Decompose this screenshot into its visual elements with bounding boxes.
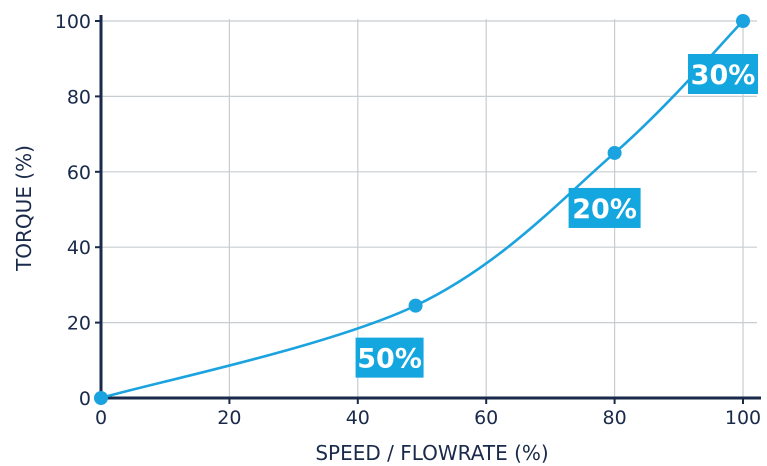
series-layer xyxy=(94,14,750,405)
badge-1: 20% xyxy=(568,187,641,228)
badge-2: 30% xyxy=(688,54,758,94)
x-tick-labels: 0 20 40 60 80 100 xyxy=(95,407,761,429)
x-tick-label-80: 80 xyxy=(603,407,627,429)
y-tick-label-80: 80 xyxy=(67,86,91,108)
data-point-3 xyxy=(736,14,750,28)
badge-box-1 xyxy=(568,187,641,228)
x-tick-label-0: 0 xyxy=(95,407,107,429)
y-tick-label-40: 40 xyxy=(67,237,91,259)
data-point-1 xyxy=(408,298,423,313)
axes xyxy=(95,15,761,404)
y-tick-label-20: 20 xyxy=(67,313,91,335)
x-tick-label-20: 20 xyxy=(217,407,241,429)
badge-0: 50% xyxy=(355,337,424,378)
y-tick-label-100: 100 xyxy=(55,11,91,33)
x-tick-label-60: 60 xyxy=(474,407,498,429)
badge-label-0: 50% xyxy=(357,344,422,375)
data-point-2 xyxy=(607,145,622,160)
grid-lines xyxy=(101,19,757,398)
annotation-badges: 50% 20% 30% xyxy=(355,54,758,378)
y-axis-title: TORQUE (%) xyxy=(12,145,36,272)
x-axis-title: SPEED / FLOWRATE (%) xyxy=(315,441,548,465)
badge-box-2 xyxy=(688,54,758,94)
badge-label-2: 30% xyxy=(691,60,756,91)
x-tick-label-100: 100 xyxy=(725,407,761,429)
series-line-0 xyxy=(100,20,744,400)
y-tick-label-60: 60 xyxy=(67,162,91,184)
y-tick-label-0: 0 xyxy=(79,388,91,410)
badge-box-0 xyxy=(355,337,424,378)
y-tick-labels: 0 20 40 60 80 100 xyxy=(55,11,91,410)
x-tick-label-40: 40 xyxy=(346,407,370,429)
badge-label-1: 20% xyxy=(572,194,637,225)
data-point-0 xyxy=(94,391,108,405)
